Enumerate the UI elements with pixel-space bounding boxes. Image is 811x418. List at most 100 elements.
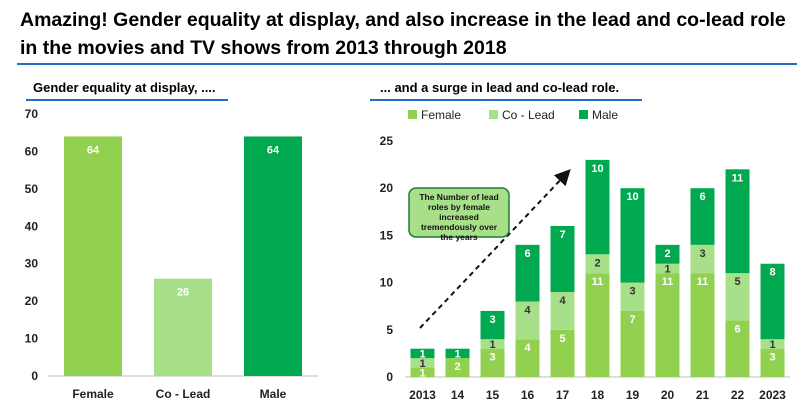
segment-value-label: 2 <box>454 361 460 373</box>
bar-co-lead <box>154 278 212 376</box>
segment-value-label: 6 <box>699 191 705 203</box>
segment-value-label: 11 <box>592 276 604 288</box>
segment-female <box>585 273 610 377</box>
segment-value-label: 5 <box>559 333 565 345</box>
left-bar-chart: 0 10 20 30 40 50 60 70 64 Female 26 Co - Lead 64 Male <box>25 107 318 401</box>
segment-value-label: 1 <box>664 263 670 275</box>
segment-value-label: 1 <box>489 339 495 351</box>
segment-female <box>515 339 540 377</box>
y-tick-label: 10 <box>380 276 394 290</box>
x-category-label: 18 <box>591 388 605 402</box>
segment-value-label: 2 <box>664 248 670 260</box>
y-tick-label: 50 <box>25 182 39 196</box>
x-category-label: Male <box>260 387 287 401</box>
segment-male <box>585 159 610 255</box>
segment-female <box>620 310 645 377</box>
legend-swatch-male <box>579 110 588 119</box>
segment-co-lead <box>760 339 785 349</box>
y-tick-label: 70 <box>25 107 39 121</box>
segment-co-lead <box>550 292 575 330</box>
x-category-label: 22 <box>731 388 745 402</box>
left-chart-title: Gender equality at display, .... <box>33 80 216 95</box>
right-chart-title: ... and a surge in lead and co-lead role… <box>380 80 620 95</box>
segment-value-label: 2 <box>594 257 600 269</box>
segment-male <box>725 169 750 274</box>
segment-value-label: 1 <box>419 358 425 370</box>
segment-female <box>690 273 715 377</box>
segment-co-lead <box>655 263 680 274</box>
y-tick-label: 20 <box>380 181 394 195</box>
segment-value-label: 4 <box>524 342 531 354</box>
x-category-label: 14 <box>451 388 465 402</box>
y-tick-label: 0 <box>31 369 38 383</box>
segment-co-lead <box>410 358 435 368</box>
segment-value-label: 7 <box>559 229 565 241</box>
legend-label: Co - Lead <box>502 108 555 122</box>
segment-value-label: 5 <box>734 276 740 288</box>
segment-co-lead <box>620 282 645 311</box>
segment-female <box>410 367 435 377</box>
x-category-label: Female <box>72 387 114 401</box>
segment-male <box>655 244 680 264</box>
x-category-label: 19 <box>626 388 640 402</box>
segment-value-label: 11 <box>732 172 744 184</box>
segment-female <box>550 329 575 377</box>
y-tick-label: 20 <box>25 294 39 308</box>
right-chart-title-underline <box>370 99 642 101</box>
segment-female <box>725 320 750 377</box>
segment-value-label: 4 <box>559 295 566 307</box>
page-title: Amazing! Gender equality at display, and… <box>20 9 786 59</box>
segment-male <box>445 348 470 359</box>
segment-value-label: 1 <box>454 348 460 360</box>
segment-value-label: 3 <box>489 352 495 364</box>
y-tick-label: 40 <box>25 219 39 233</box>
segment-male <box>515 244 540 302</box>
segment-value-label: 3 <box>699 248 705 260</box>
annotation-text: The Number of lead roles by female increas… <box>419 192 498 242</box>
x-category-label: 20 <box>661 388 675 402</box>
segment-value-label: 10 <box>626 191 638 203</box>
x-category-label: 2013 <box>409 388 436 402</box>
segment-male <box>480 310 505 340</box>
y-tick-label: 0 <box>386 370 393 384</box>
segment-female <box>445 358 470 377</box>
segment-value-label: 8 <box>769 267 775 279</box>
segment-female <box>480 348 505 377</box>
segment-female <box>655 273 680 377</box>
legend-label: Female <box>421 108 461 122</box>
bar-female <box>64 136 122 376</box>
segment-value-label: 1 <box>419 367 425 379</box>
segment-value-label: 3 <box>629 286 635 298</box>
y-tick-label: 10 <box>25 332 39 346</box>
x-category-label: 17 <box>556 388 570 402</box>
y-tick-label: 30 <box>25 257 39 271</box>
segment-male <box>410 348 435 359</box>
segment-co-lead <box>725 273 750 321</box>
segment-value-label: 3 <box>489 314 495 326</box>
x-category-label: 16 <box>521 388 535 402</box>
segment-value-label: 4 <box>524 304 531 316</box>
title-divider <box>17 63 797 65</box>
legend-swatch-female <box>408 110 417 119</box>
x-category-label: Co - Lead <box>156 387 211 401</box>
segment-female <box>760 348 785 377</box>
segment-value-label: 10 <box>591 163 603 175</box>
y-tick-label: 25 <box>380 134 394 148</box>
segment-value-label: 1 <box>769 339 775 351</box>
segment-value-label: 11 <box>662 276 674 288</box>
segment-value-label: 6 <box>734 323 740 335</box>
segment-value-label: 7 <box>629 314 635 326</box>
x-category-label: 21 <box>696 388 710 402</box>
bar-male <box>244 136 302 376</box>
segment-co-lead <box>515 301 540 340</box>
segment-value-label: 11 <box>697 276 709 288</box>
segment-co-lead <box>480 339 505 349</box>
segment-value-label: 3 <box>769 352 775 364</box>
bar-value-label: 26 <box>177 287 189 299</box>
y-tick-label: 60 <box>25 144 39 158</box>
x-category-label: 15 <box>486 388 500 402</box>
legend-swatch-co-lead <box>489 110 498 119</box>
bar-value-label: 64 <box>267 144 280 156</box>
segment-male <box>690 188 715 245</box>
